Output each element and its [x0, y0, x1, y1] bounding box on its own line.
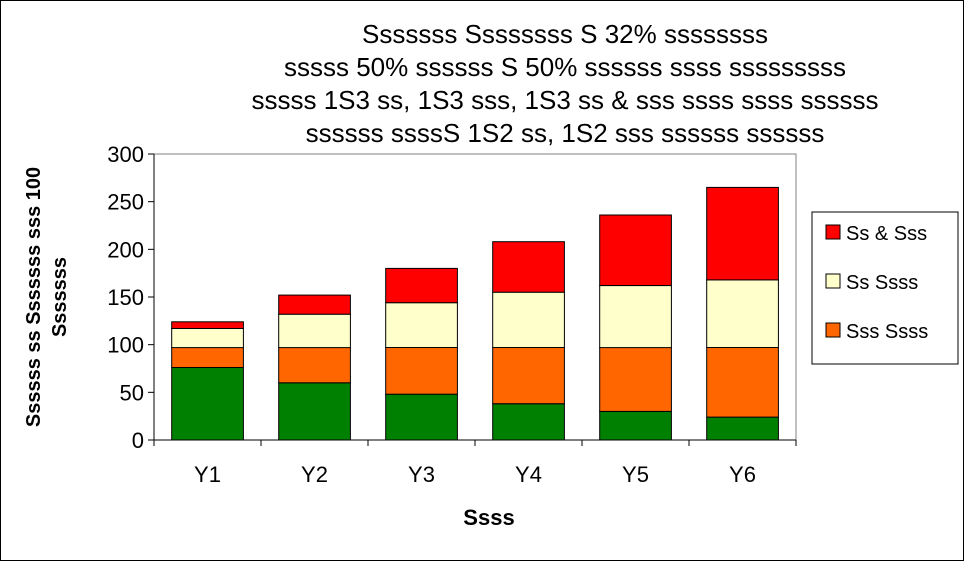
bar-segment-y3-s1 — [385, 347, 458, 395]
bar-segment-y2-s1 — [278, 347, 351, 384]
bar-segment-y6-s2 — [706, 279, 779, 348]
y-axis-label-line-1: Ssssss ss Sssssss sss 100 — [23, 167, 45, 427]
legend-label: Sss Ssss — [846, 321, 928, 343]
bar-segment-y4-s2 — [492, 291, 565, 349]
bar-segment-y4-s3 — [492, 241, 565, 293]
legend-swatch — [825, 273, 841, 289]
bar-segment-y6-s0 — [706, 416, 779, 441]
legend-items: Ss & Sss Ss Ssss Sss Ssss — [825, 223, 928, 343]
x-tick-label: Y6 — [729, 462, 756, 487]
bar-segment-y3-s3 — [385, 267, 458, 304]
bar-segment-y5-s3 — [599, 214, 672, 286]
y-tick-label: 200 — [107, 237, 144, 262]
bar-segment-y1-s3 — [171, 321, 244, 329]
y-axis-label: Ssssss ss Sssssss sss 100 Sssssss — [23, 167, 71, 427]
legend-label: Ss & Sss — [846, 223, 927, 245]
bar-segment-y6-s1 — [706, 347, 779, 418]
y-axis-label-line-2: Sssssss — [49, 257, 71, 337]
x-tick-label: Y3 — [408, 462, 435, 487]
bar-segment-y3-s0 — [385, 393, 458, 441]
y-tick-label: 100 — [107, 333, 144, 358]
bars-layer — [171, 186, 779, 441]
title-line-4: ssssss ssssS 1S2 ss, 1S2 sss ssssss ssss… — [305, 118, 825, 148]
bar-segment-y4-s0 — [492, 403, 565, 441]
plot-area — [153, 153, 797, 441]
x-ticks: Y1 Y2 Y3 Y4 Y5 Y6 — [153, 440, 797, 487]
legend: Ss & Sss Ss Ssss Sss Ssss — [811, 211, 959, 365]
y-tick-label: 150 — [107, 285, 144, 310]
x-tick-label: Y2 — [301, 462, 328, 487]
y-tick-label: 50 — [120, 380, 144, 405]
bar-segment-y6-s3 — [706, 186, 779, 281]
legend-swatch — [825, 322, 841, 338]
y-tick-label: 250 — [107, 190, 144, 215]
y-ticks: 0 50 100 150 200 250 300 — [107, 142, 154, 453]
bar-segment-y5-s1 — [599, 347, 672, 412]
bar-segment-y1-s2 — [171, 328, 244, 349]
bar-segment-y5-s2 — [599, 285, 672, 349]
bar-segment-y2-s2 — [278, 313, 351, 349]
bar-segment-y2-s0 — [278, 382, 351, 441]
x-tick-label: Y4 — [515, 462, 542, 487]
y-tick-label: 0 — [132, 428, 144, 453]
title-line-2: sssss 50% ssssss S 50% ssssss ssss sssss… — [284, 52, 846, 82]
x-axis-label: Ssss — [463, 505, 514, 530]
legend-label: Ss Ssss — [846, 272, 918, 294]
bar-segment-y1-s0 — [171, 367, 244, 441]
bar-segment-y1-s1 — [171, 347, 244, 368]
bar-segment-y3-s2 — [385, 302, 458, 349]
x-tick-label: Y5 — [622, 462, 649, 487]
x-tick-label: Y1 — [194, 462, 221, 487]
title-line-1: Sssssss Ssssssss S 32% ssssssss — [362, 19, 768, 49]
y-tick-label: 300 — [107, 142, 144, 167]
bar-segment-y5-s0 — [599, 410, 672, 441]
legend-swatch — [825, 224, 841, 240]
bar-segment-y4-s1 — [492, 347, 565, 405]
bar-segment-y2-s3 — [278, 294, 351, 315]
title-line-3: sssss 1S3 ss, 1S3 sss, 1S3 ss & sss ssss… — [251, 85, 879, 115]
chart-title: Sssssss Ssssssss S 32% ssssssss sssss 50… — [150, 18, 964, 150]
